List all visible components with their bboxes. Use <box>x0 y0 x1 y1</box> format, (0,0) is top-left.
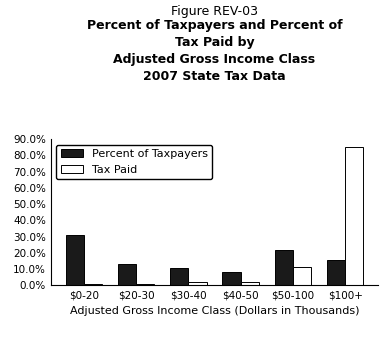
Bar <box>188 283 207 285</box>
Bar <box>241 282 259 285</box>
X-axis label: Adjusted Gross Income Class (Dollars in Thousands): Adjusted Gross Income Class (Dollars in … <box>70 306 359 316</box>
Bar <box>222 272 241 285</box>
Bar <box>327 260 345 285</box>
Legend: Percent of Taxpayers, Tax Paid: Percent of Taxpayers, Tax Paid <box>56 145 212 179</box>
Bar <box>118 264 136 285</box>
Bar <box>275 250 293 285</box>
Bar <box>293 268 311 285</box>
Text: Figure REV-03: Figure REV-03 <box>171 5 258 18</box>
Bar <box>66 235 84 285</box>
Bar <box>84 284 102 285</box>
Bar <box>345 147 363 285</box>
Bar <box>170 268 188 285</box>
Text: Percent of Taxpayers and Percent of
Tax Paid by
Adjusted Gross Income Class
2007: Percent of Taxpayers and Percent of Tax … <box>87 19 342 83</box>
Bar <box>136 284 154 285</box>
